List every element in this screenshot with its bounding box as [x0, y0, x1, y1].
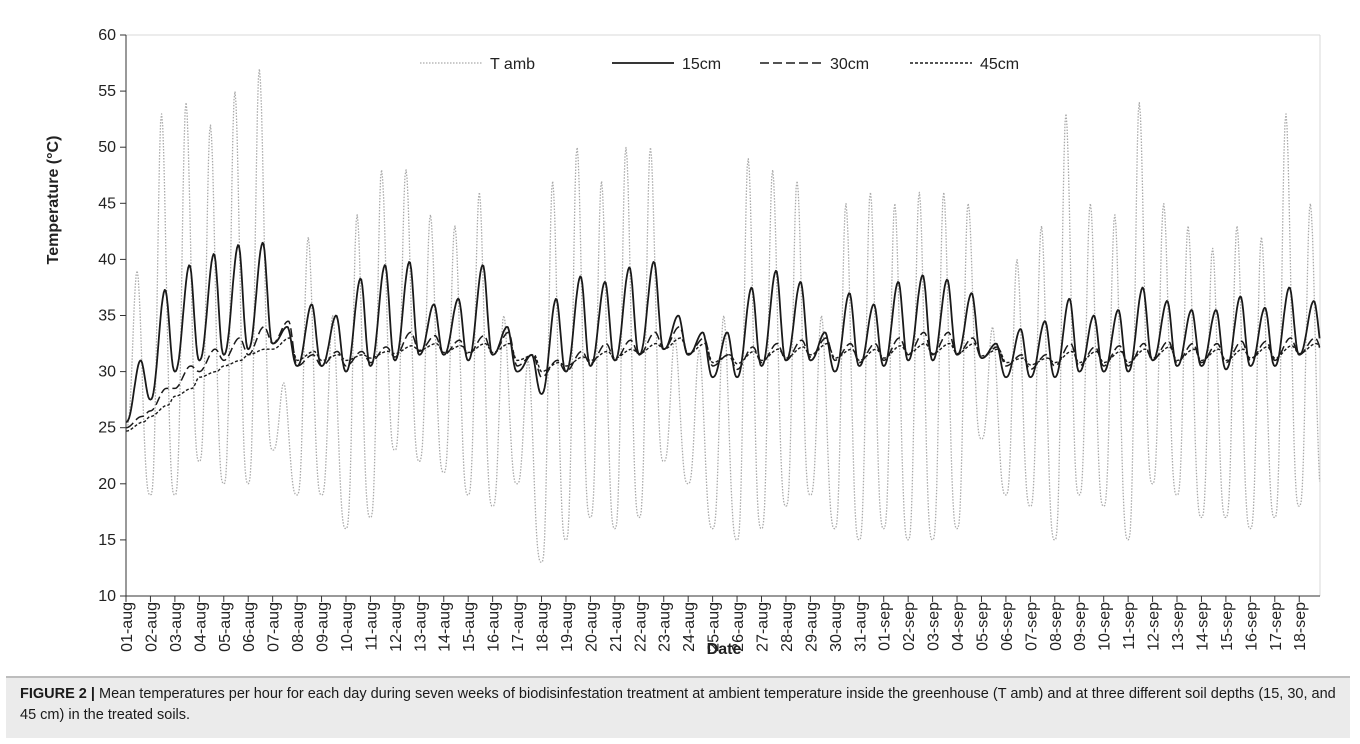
y-tick-label: 50 — [98, 139, 116, 156]
y-tick-label: 25 — [98, 420, 116, 437]
x-axis-title: Date — [707, 641, 742, 658]
x-tick-label: 29-aug — [803, 602, 820, 652]
y-tick-label: 15 — [98, 532, 116, 549]
x-tick-label: 24-aug — [681, 602, 698, 652]
x-tick-label: 18-sep — [1292, 602, 1309, 651]
y-tick-label: 10 — [98, 588, 116, 605]
caption-body: Mean temperatures per hour for each day … — [20, 686, 1336, 723]
x-tick-label: 30-aug — [828, 602, 845, 652]
x-tick-label: 12-aug — [388, 602, 405, 652]
x-tick-label: 04-aug — [192, 602, 209, 652]
x-tick-label: 09-aug — [315, 602, 332, 652]
caption-text: FIGURE 2 | Mean temperatures per hour fo… — [20, 684, 1336, 726]
caption-label: FIGURE 2 | — [20, 686, 95, 702]
x-tick-label: 05-aug — [217, 602, 234, 652]
series-line-15cm — [125, 241, 1321, 423]
x-tick-label: 03-aug — [168, 602, 185, 652]
x-tick-label: 01-aug — [119, 602, 136, 652]
figure-caption: FIGURE 2 | Mean temperatures per hour fo… — [6, 676, 1350, 738]
x-tick-label: 15-sep — [1219, 602, 1236, 651]
x-tick-label: 14-aug — [437, 602, 454, 652]
x-tick-label: 20-aug — [583, 602, 600, 652]
x-tick-label: 19-aug — [559, 602, 576, 652]
x-tick-label: 11-sep — [1121, 602, 1138, 650]
x-tick-label: 07-sep — [1023, 602, 1040, 651]
temperature-chart: 10 15 20 25 30 35 40 45 50 55 60 01-aug 02-aug 03-aug… — [45, 27, 1321, 658]
x-tick-label: 18-aug — [535, 602, 552, 652]
x-tick-label: 02-sep — [901, 602, 918, 651]
legend-label-45cm: 45cm — [980, 56, 1019, 73]
y-axis-title: Temperature (°C) — [45, 136, 62, 265]
x-tick-label: 11-aug — [363, 602, 380, 651]
x-tick-label: 08-aug — [290, 602, 307, 652]
series-line-t-amb — [125, 68, 1321, 563]
x-tick-label: 07-aug — [266, 602, 283, 652]
y-tick-label: 40 — [98, 251, 116, 268]
x-tick-label: 09-sep — [1072, 602, 1089, 651]
x-tick-label: 16-aug — [486, 602, 503, 652]
x-tick-label: 17-sep — [1268, 602, 1285, 651]
x-tick-label: 27-aug — [754, 602, 771, 652]
y-tick-label: 45 — [98, 195, 116, 212]
x-tick-label: 13-aug — [412, 602, 429, 652]
y-tick-label: 55 — [98, 83, 116, 100]
x-tick-label: 15-aug — [461, 602, 478, 652]
y-tick-label: 30 — [98, 364, 116, 381]
x-tick-label: 25-aug — [706, 602, 723, 652]
x-tick-label: 01-sep — [877, 602, 894, 651]
x-tick-label: 28-aug — [779, 602, 796, 652]
series-line-30cm — [125, 320, 1321, 429]
x-tick-label: 06-sep — [999, 602, 1016, 651]
x-tick-label: 17-aug — [510, 602, 527, 652]
x-tick-label: 13-sep — [1170, 602, 1187, 651]
y-tick-label: 35 — [98, 308, 116, 325]
x-tick-label: 23-aug — [657, 602, 674, 652]
legend-label-t-amb: T amb — [490, 56, 535, 73]
x-tick-label: 10-sep — [1097, 602, 1114, 651]
x-tick-label: 12-sep — [1146, 602, 1163, 651]
x-tick-label: 10-aug — [339, 602, 356, 652]
chart-canvas: 10 15 20 25 30 35 40 45 50 55 60 01-aug 02-aug 03-aug… — [45, 27, 1321, 658]
x-tick-label: 06-aug — [241, 602, 258, 652]
series-line-45cm — [125, 337, 1321, 432]
x-tick-label: 05-sep — [974, 602, 991, 651]
legend-label-15cm: 15cm — [682, 56, 721, 73]
x-tick-label: 31-aug — [852, 602, 869, 652]
x-tick-label: 08-sep — [1048, 602, 1065, 651]
x-tick-label: 26-aug — [730, 602, 747, 652]
x-tick-label: 22-aug — [632, 602, 649, 652]
x-tick-label: 03-sep — [926, 602, 943, 651]
x-tick-label: 02-aug — [143, 602, 160, 652]
y-tick-label: 20 — [98, 476, 116, 493]
x-tick-label: 21-aug — [608, 602, 625, 652]
x-tick-label: 16-sep — [1243, 602, 1260, 651]
legend-label-30cm: 30cm — [830, 56, 869, 73]
y-tick-label: 60 — [98, 27, 116, 44]
x-tick-label: 04-sep — [950, 602, 967, 651]
x-tick-label: 14-sep — [1194, 602, 1211, 651]
